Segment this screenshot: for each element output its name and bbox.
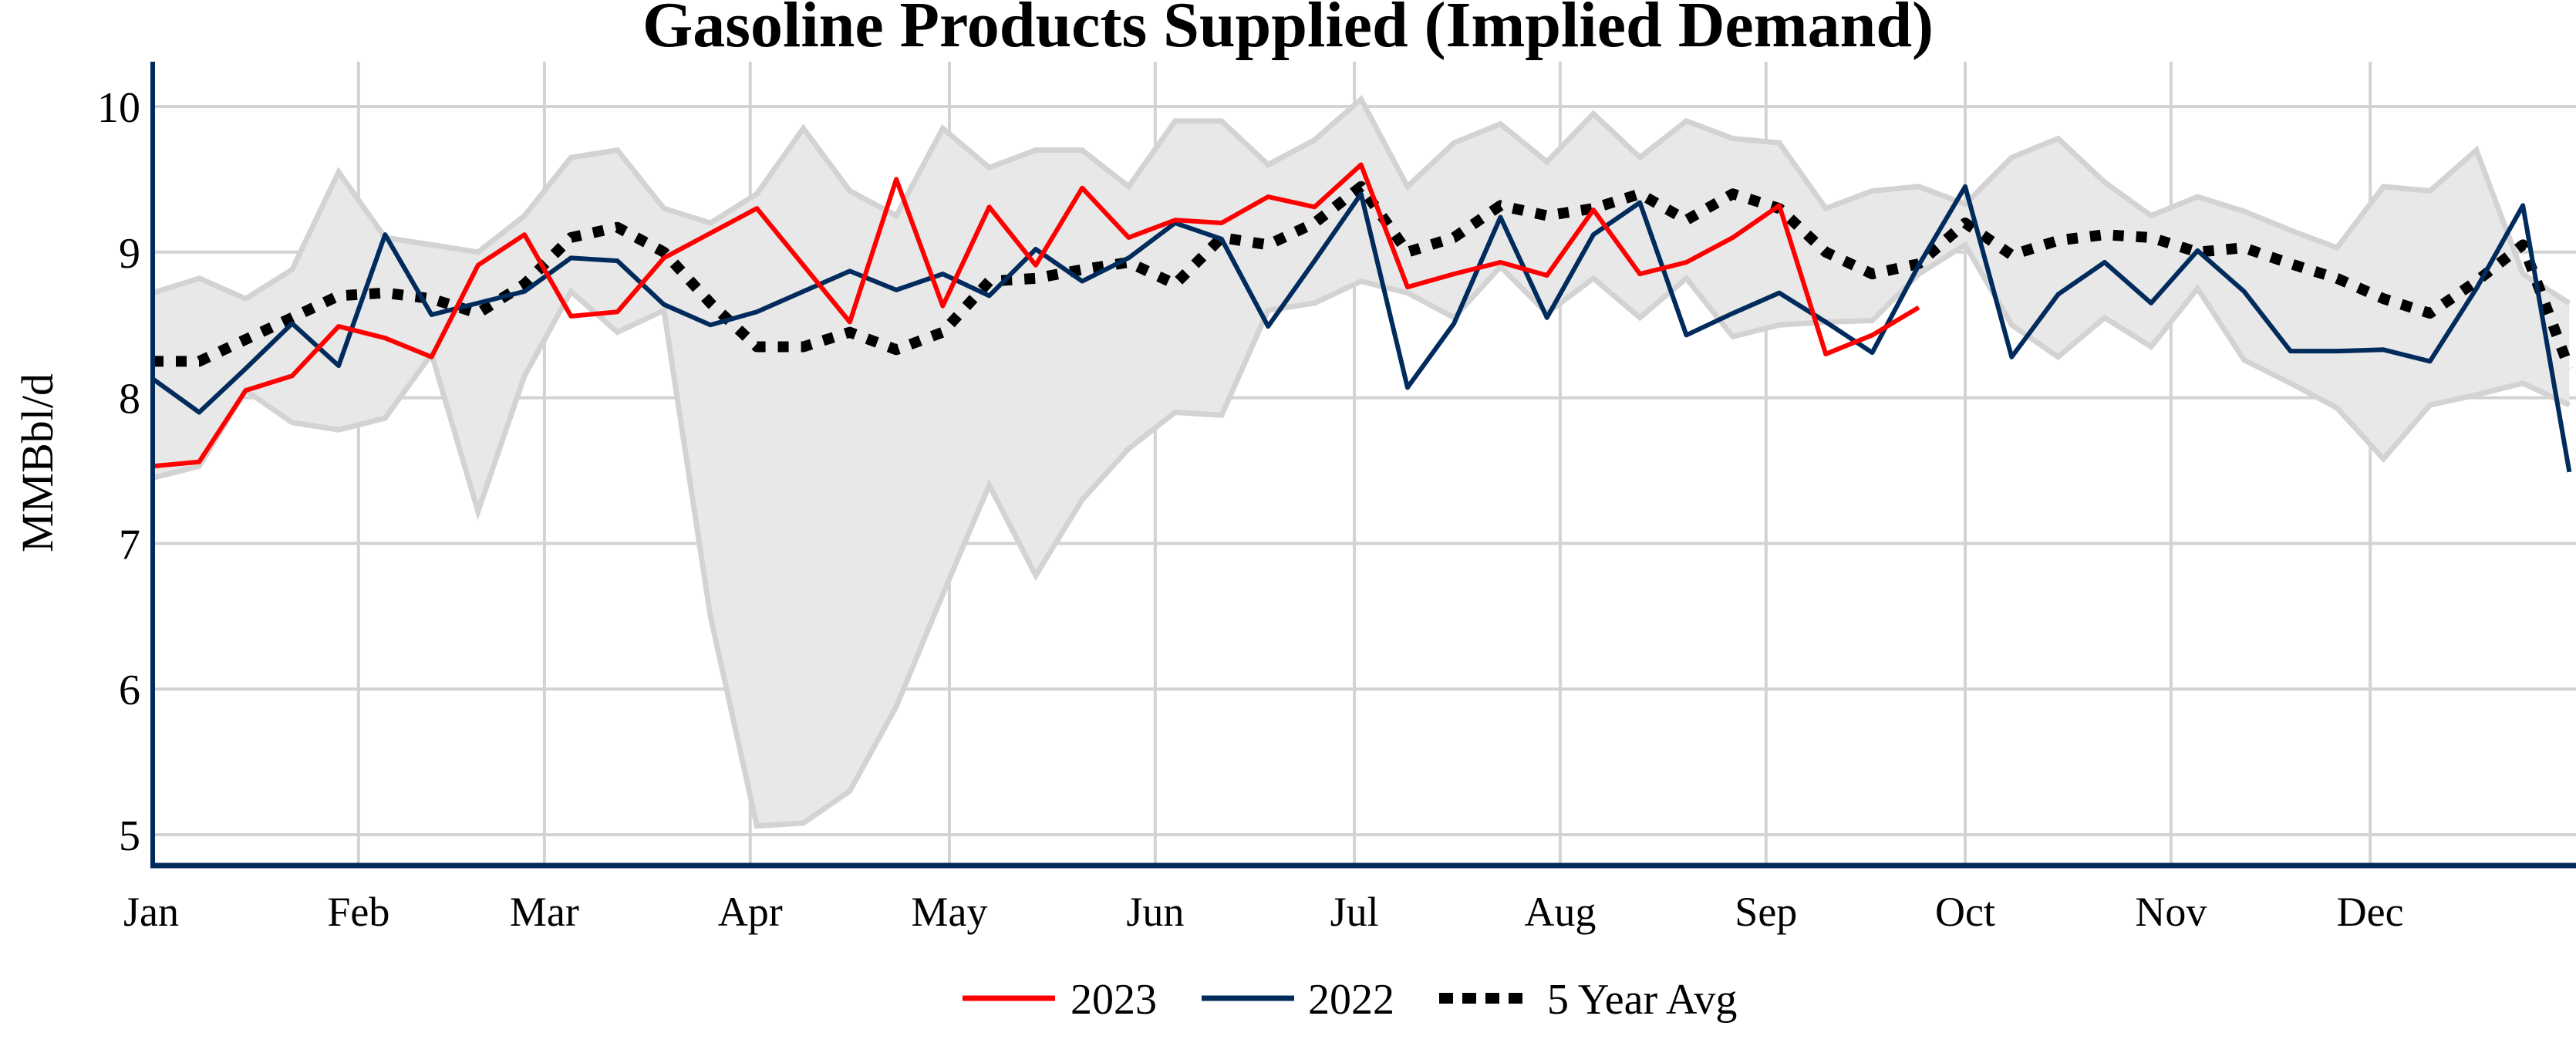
x-tick-label: Jul bbox=[1330, 889, 1379, 935]
legend: 2023 2022 5 Year Avg bbox=[963, 976, 1737, 1024]
y-tick-label: 7 bbox=[119, 521, 140, 569]
axes bbox=[150, 62, 2576, 869]
x-tick-label: Aug bbox=[1524, 889, 1596, 935]
x-tick-label: Oct bbox=[1935, 889, 1995, 935]
legend-label: 5 Year Avg bbox=[1547, 976, 1737, 1024]
series-line-5-year-avg bbox=[153, 181, 2574, 371]
series-line-2022 bbox=[151, 184, 2572, 473]
range-band bbox=[151, 95, 2571, 829]
series-lines bbox=[151, 162, 2574, 473]
range-band-upper bbox=[151, 95, 2571, 305]
x-tick-label: Jun bbox=[1126, 889, 1184, 935]
chart-title: Gasoline Products Supplied (Implied Dema… bbox=[642, 0, 1934, 61]
y-tick-label: 9 bbox=[119, 230, 140, 278]
y-tick-label: 8 bbox=[119, 376, 140, 424]
x-tick-label: Nov bbox=[2135, 889, 2207, 935]
x-tick-label: Sep bbox=[1735, 889, 1797, 935]
x-tick-label: Mar bbox=[510, 889, 579, 935]
legend-label: 2023 bbox=[1071, 976, 1157, 1024]
series-line-2023 bbox=[152, 162, 1920, 469]
y-tick-label: 5 bbox=[119, 812, 140, 860]
y-tick-label: 10 bbox=[97, 84, 140, 132]
legend-label: 2022 bbox=[1308, 976, 1394, 1024]
x-tick-label: Apr bbox=[718, 889, 783, 935]
x-tick-label: Jan bbox=[123, 889, 179, 935]
x-tick-label: Dec bbox=[2337, 889, 2404, 935]
range-band-fill bbox=[153, 99, 2570, 826]
x-tick-label: May bbox=[911, 889, 987, 935]
range-band-lower bbox=[152, 241, 2571, 829]
y-tick-label: 6 bbox=[119, 667, 140, 714]
x-tick-labels: Jan Feb Mar Apr May Jun Jul Aug Sep Oct Nov Dec bbox=[123, 889, 2404, 935]
y-tick-labels: 5 6 7 8 9 10 bbox=[97, 84, 140, 860]
x-tick-label: Feb bbox=[327, 889, 389, 935]
y-axis-label: MMBbl/d bbox=[12, 373, 62, 552]
